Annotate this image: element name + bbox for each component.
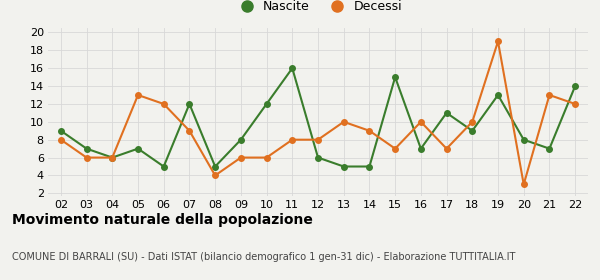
Text: COMUNE DI BARRALI (SU) - Dati ISTAT (bilancio demografico 1 gen-31 dic) - Elabor: COMUNE DI BARRALI (SU) - Dati ISTAT (bil…: [12, 252, 515, 262]
Legend: Nascite, Decessi: Nascite, Decessi: [229, 0, 407, 18]
Text: Movimento naturale della popolazione: Movimento naturale della popolazione: [12, 213, 313, 227]
